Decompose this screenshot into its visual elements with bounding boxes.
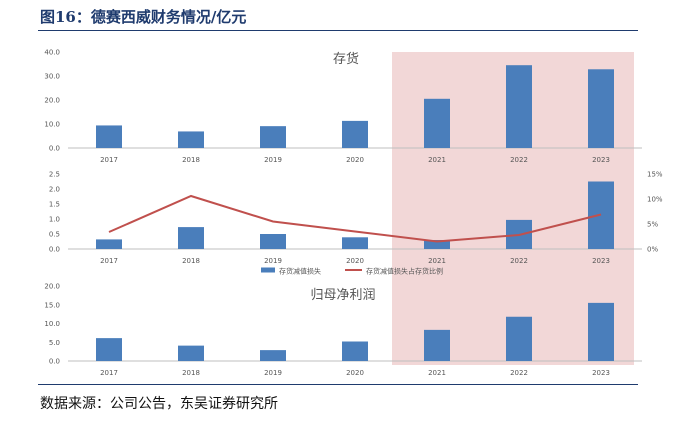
bar (342, 237, 368, 249)
y2-tick-label: 0% (647, 246, 658, 254)
y2-tick-label: 5% (647, 221, 658, 229)
y-tick-label: 10.0 (44, 320, 60, 328)
y-tick-label: 2.0 (49, 186, 60, 194)
y-tick-label: 1.5 (49, 201, 60, 209)
bar (178, 345, 204, 361)
y-tick-label: 1.0 (49, 216, 60, 224)
title-rule (38, 30, 638, 31)
bar (424, 329, 450, 361)
x-tick-label: 2023 (592, 369, 610, 377)
x-tick-label: 2021 (428, 369, 446, 377)
bar (260, 234, 286, 249)
legend-bar-label: 存货减值损失 (279, 267, 321, 276)
x-tick-label: 2019 (264, 257, 282, 265)
y2-tick-label: 10% (647, 196, 663, 204)
x-tick-label: 2017 (100, 257, 118, 265)
x-tick-label: 2021 (428, 257, 446, 265)
panel-title: 存货 (333, 51, 359, 67)
x-tick-label: 2018 (182, 369, 200, 377)
x-tick-label: 2022 (510, 257, 528, 265)
bar (342, 120, 368, 148)
bar (342, 341, 368, 361)
bar (96, 125, 122, 148)
y-tick-label: 40.0 (44, 49, 60, 57)
y2-tick-label: 15% (647, 171, 663, 179)
x-tick-label: 2023 (592, 257, 610, 265)
source-rule (38, 384, 638, 385)
y-tick-label: 0.0 (49, 246, 60, 254)
y-tick-label: 0.0 (49, 145, 60, 153)
legend-bar-swatch (261, 267, 275, 273)
x-tick-label: 2018 (182, 257, 200, 265)
y-tick-label: 2.5 (49, 171, 60, 179)
x-tick-label: 2017 (100, 369, 118, 377)
x-tick-label: 2019 (264, 369, 282, 377)
bar (96, 338, 122, 361)
bar (260, 126, 286, 148)
x-tick-label: 2020 (346, 369, 364, 377)
x-tick-label: 2022 (510, 156, 528, 164)
figure-title: 图16：德赛西威财务情况/亿元 (40, 8, 247, 26)
bar (588, 69, 614, 148)
bar (96, 239, 122, 249)
x-tick-label: 2020 (346, 257, 364, 265)
y-tick-label: 5.0 (49, 339, 60, 347)
bar (178, 227, 204, 249)
x-tick-label: 2017 (100, 156, 118, 164)
bar (424, 240, 450, 249)
y-tick-label: 30.0 (44, 73, 60, 81)
bar (424, 98, 450, 148)
y-tick-label: 20.0 (44, 97, 60, 105)
x-tick-label: 2023 (592, 156, 610, 164)
bar (260, 350, 286, 361)
x-tick-label: 2022 (510, 369, 528, 377)
bar (178, 131, 204, 148)
y-tick-label: 0.5 (49, 231, 60, 239)
y-tick-label: 10.0 (44, 121, 60, 129)
panel-title: 归母净利润 (310, 288, 375, 303)
bar (588, 302, 614, 361)
legend-line-label: 存货减值损失占存货比例 (366, 267, 443, 276)
source-note: 数据来源：公司公告，东吴证券研究所 (40, 396, 278, 412)
y-tick-label: 20.0 (44, 283, 60, 291)
x-tick-label: 2020 (346, 156, 364, 164)
x-tick-label: 2018 (182, 156, 200, 164)
y-tick-label: 0.0 (49, 358, 60, 366)
bar (506, 316, 532, 361)
x-tick-label: 2021 (428, 156, 446, 164)
y-tick-label: 15.0 (44, 301, 60, 309)
bar (506, 65, 532, 148)
x-tick-label: 2019 (264, 156, 282, 164)
